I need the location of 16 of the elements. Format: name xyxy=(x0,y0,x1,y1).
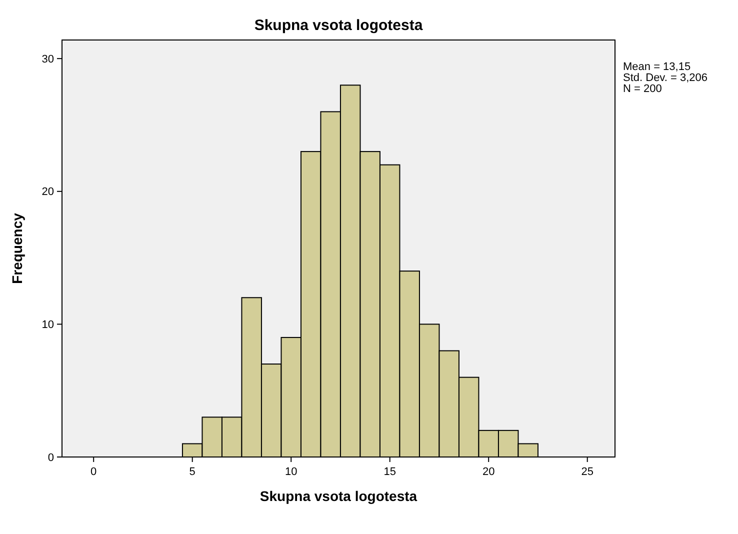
y-tick-label: 10 xyxy=(42,319,54,332)
x-tick-label: 0 xyxy=(90,466,97,478)
text: Mean = 13,15 xyxy=(623,61,691,73)
y-axis-title: Frequency xyxy=(9,212,25,284)
x-tick-label: 15 xyxy=(384,466,396,478)
y-tick-label: 30 xyxy=(42,53,54,66)
text: N = 200 xyxy=(623,83,662,95)
y-tick-label: 20 xyxy=(42,186,54,198)
x-tick-label: 25 xyxy=(581,466,594,478)
text: Std. Dev. = 3,206 xyxy=(623,72,708,84)
x-axis-title: Skupna vsota logotesta xyxy=(260,488,418,504)
x-tick-label: 5 xyxy=(189,466,196,478)
x-tick-label: 10 xyxy=(284,466,298,478)
y-tick-label: 0 xyxy=(48,452,54,464)
chart-title: Skupna vsota logotesta xyxy=(254,17,424,34)
x-tick-label: 20 xyxy=(482,466,495,478)
